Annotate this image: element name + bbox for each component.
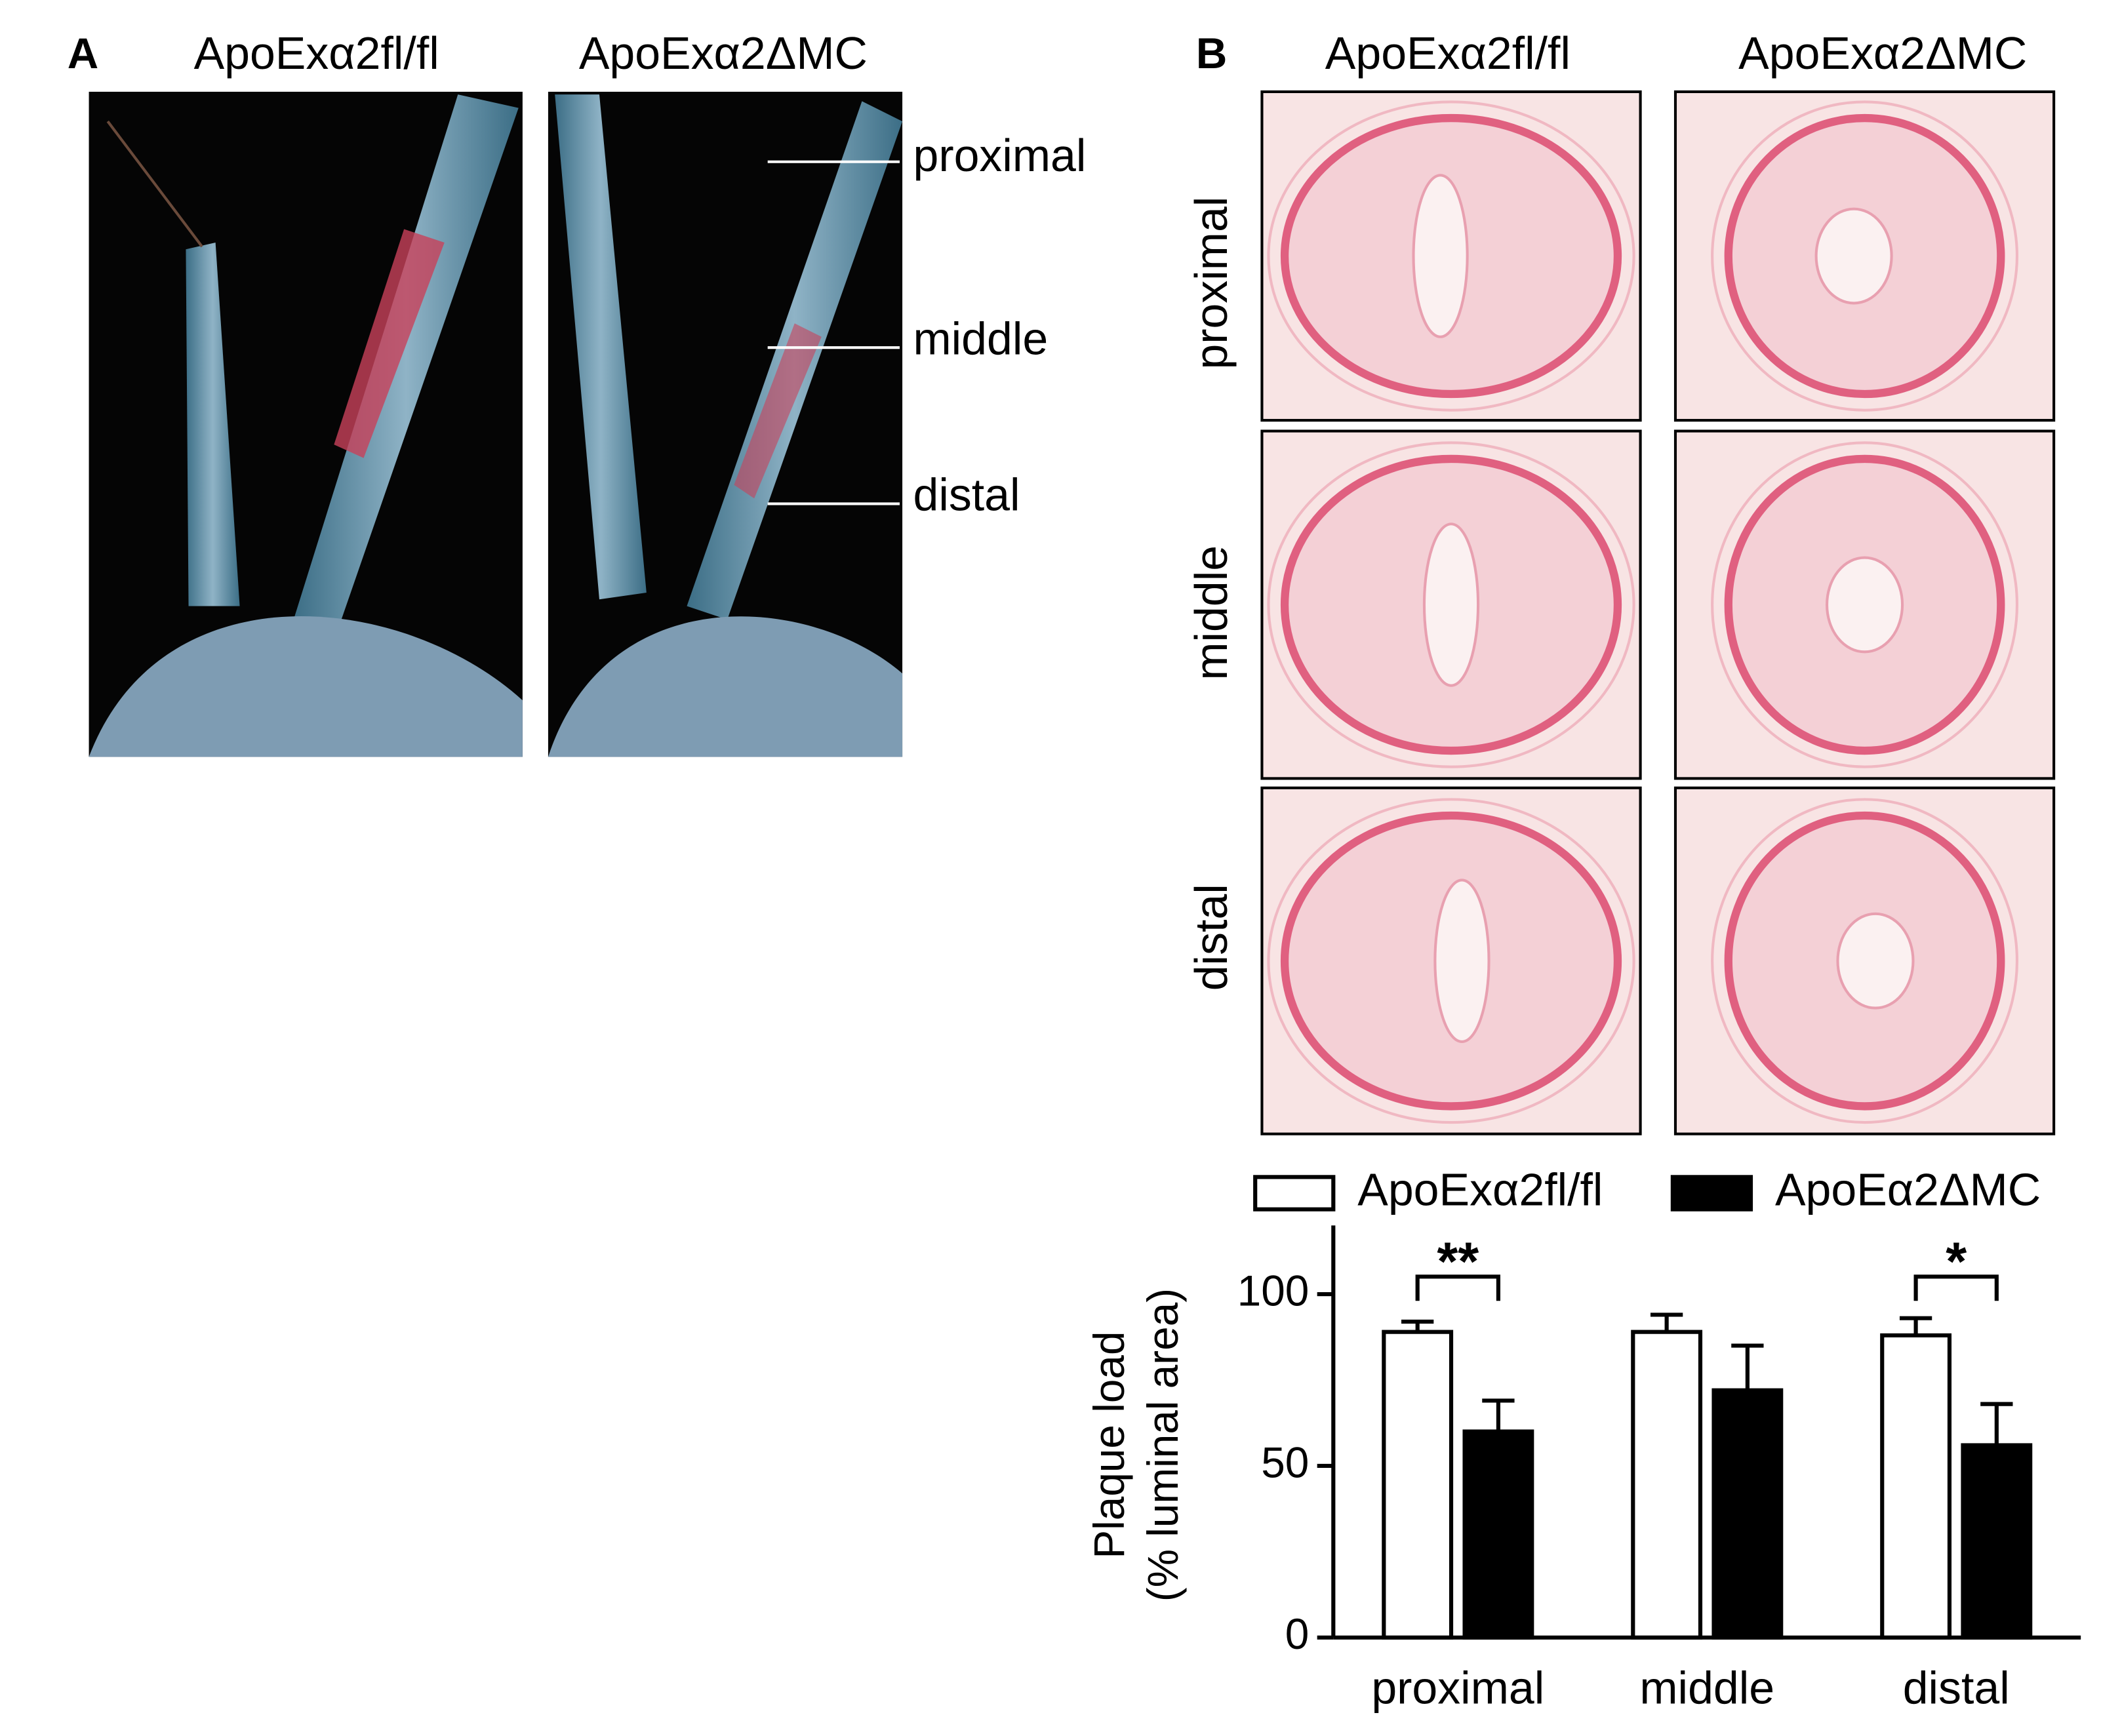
column-header: ApoExα2ΔMC (1738, 28, 2027, 79)
bar (1382, 1330, 1454, 1640)
lumen (1412, 174, 1469, 338)
panel-label: A (68, 30, 98, 77)
level-label: proximal (913, 130, 1087, 181)
level-label: middle (913, 313, 1049, 364)
photo (89, 91, 523, 757)
column-header: ApoExα2ΔMC (579, 28, 868, 79)
y-tick-label: 0 (1285, 1610, 1310, 1658)
row-label: middle (1186, 545, 1237, 681)
row-label: distal (1186, 884, 1237, 991)
bar (1462, 1429, 1534, 1640)
vessel-wall (1711, 100, 2019, 412)
panel-label: B (1196, 30, 1227, 77)
column-header: ApoExα2fl/fl (194, 28, 439, 79)
y-axis-title: (% luminal area) (1139, 1288, 1187, 1602)
bar (1631, 1330, 1703, 1640)
significance-label: * (1946, 1233, 1967, 1292)
x-tick-label: middle (1639, 1662, 1774, 1713)
y-axis-title: Plaque load (1085, 1331, 1133, 1558)
vessel-wall (1267, 100, 1635, 412)
y-tick-label: 100 (1237, 1267, 1310, 1314)
legend-swatch (1670, 1175, 1753, 1212)
legend-label: ApoEα2ΔMC (1775, 1164, 2041, 1215)
bar (1711, 1388, 1784, 1640)
significance-bracket (1913, 1274, 1999, 1301)
legend-label: ApoExα2fl/fl (1357, 1164, 1603, 1215)
bar-chart: 0 50 100 Plaque load (% luminal area) proxima… (1085, 1164, 2081, 1713)
row-label: proximal (1186, 197, 1237, 370)
photo (548, 91, 903, 757)
legend-swatch (1253, 1175, 1336, 1212)
vessel-wall (1267, 441, 1635, 768)
level-label: distal (913, 469, 1020, 521)
bar (1961, 1443, 2033, 1640)
lumen (1825, 556, 1904, 654)
vessel-wall (1711, 798, 2019, 1124)
lumen (1433, 878, 1491, 1043)
histology-grid (1260, 90, 2056, 1135)
bar (1880, 1333, 1952, 1640)
vessel-wall (1267, 798, 1635, 1124)
y-tick-label: 50 (1261, 1438, 1309, 1486)
lumen (1836, 912, 1915, 1010)
x-tick-label: proximal (1371, 1662, 1544, 1713)
lumen (1814, 207, 1893, 305)
significance-bracket (1415, 1274, 1500, 1301)
x-tick-label: distal (1903, 1662, 2010, 1713)
vessel-wall (1711, 441, 2019, 768)
column-header: ApoExα2fl/fl (1325, 28, 1571, 79)
significance-label: ** (1437, 1233, 1479, 1292)
lumen (1422, 523, 1480, 687)
